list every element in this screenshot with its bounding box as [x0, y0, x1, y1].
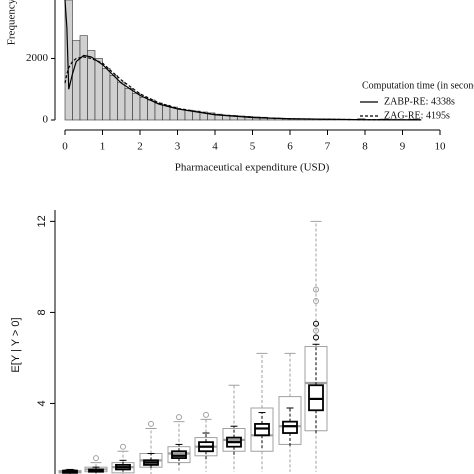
bar	[124, 88, 133, 121]
x-axis-label: Pharmaceutical expenditure (USD)	[175, 162, 330, 174]
fit-curve	[64, 56, 422, 121]
outlier	[176, 414, 182, 421]
y-tick-label: 12	[36, 215, 48, 227]
y-tick-label: 4	[36, 400, 48, 406]
x-tick-label: 3	[175, 141, 181, 153]
x-tick-label: 7	[325, 141, 331, 153]
bar	[154, 102, 163, 121]
x-tick-label: 5	[250, 141, 256, 153]
x-tick-label: 0	[62, 141, 68, 153]
y-tick-label: 0	[43, 114, 49, 126]
outlier	[93, 455, 99, 462]
box	[250, 407, 274, 452]
outlier	[203, 411, 209, 418]
outlier	[148, 420, 154, 427]
outlier	[313, 298, 319, 305]
bar	[132, 92, 141, 121]
box	[308, 384, 324, 412]
box	[167, 446, 191, 464]
bar	[94, 58, 103, 121]
legend-label: ZAG-RE: 4195s	[384, 110, 450, 121]
y-axis-label: Frequency	[6, 0, 18, 45]
bar	[79, 35, 88, 121]
x-tick-label: 9	[400, 141, 406, 153]
y-tick-label: 2000	[26, 52, 49, 64]
legend-label: ZABP-RE: 4338s	[384, 96, 455, 107]
outlier	[313, 320, 319, 327]
box	[254, 423, 270, 437]
x-tick-label: 8	[362, 141, 368, 153]
bar	[177, 108, 186, 121]
bar	[87, 50, 96, 121]
outlier	[120, 443, 126, 450]
bar	[147, 99, 156, 121]
box	[171, 450, 187, 459]
bar	[139, 96, 148, 121]
bar	[109, 75, 118, 121]
y-tick-label: 8	[36, 309, 48, 315]
y-axis-label: E[Y | Y > 0]	[10, 317, 22, 372]
bar	[72, 40, 81, 121]
outlier	[313, 334, 319, 341]
x-tick-label: 10	[435, 141, 447, 153]
x-tick-label: 6	[287, 141, 293, 153]
x-tick-label: 1	[100, 141, 106, 153]
bar	[162, 104, 171, 121]
outlier	[313, 286, 319, 293]
x-tick-label: 4	[212, 141, 218, 153]
x-tick-label: 2	[137, 141, 143, 153]
outlier	[313, 327, 319, 334]
bar	[117, 81, 126, 121]
bar	[102, 68, 111, 121]
box	[282, 420, 298, 434]
legend-title: Computation time (in second)	[362, 80, 474, 91]
